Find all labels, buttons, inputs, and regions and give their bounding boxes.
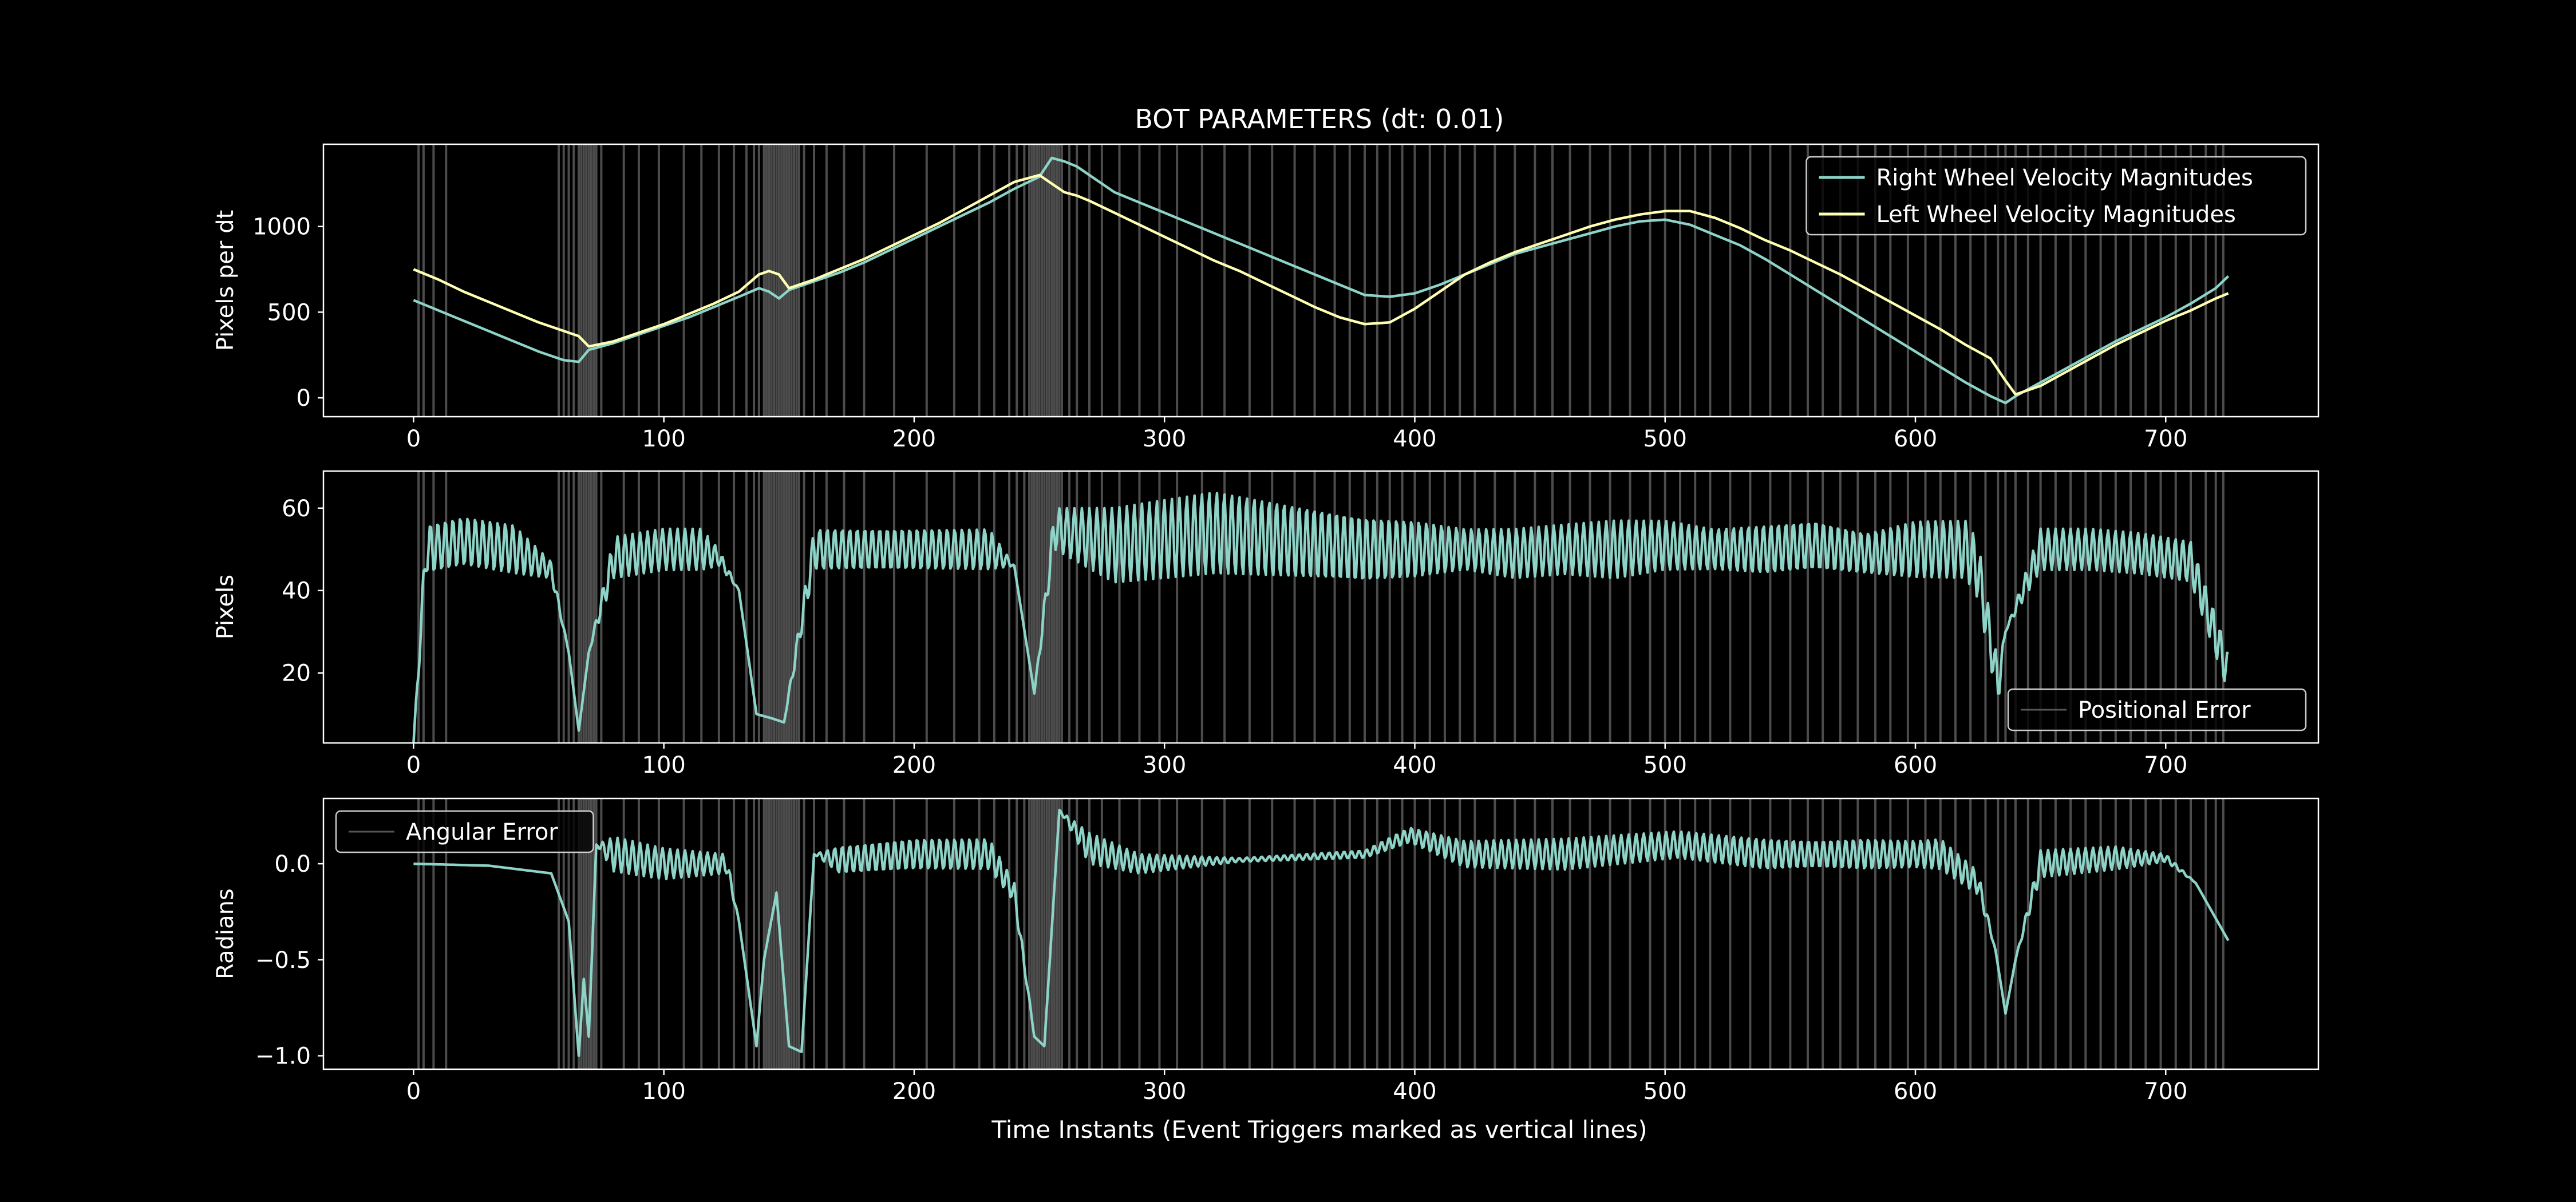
x-tick-label: 200: [892, 1078, 936, 1105]
x-tick-label: 400: [1393, 426, 1436, 452]
x-tick-label: 600: [1894, 1078, 1937, 1105]
legend-label: Positional Error: [2078, 697, 2251, 723]
y-tick-label: 1000: [252, 214, 311, 240]
legend-label: Angular Error: [406, 819, 558, 845]
x-tick-label: 300: [1143, 426, 1186, 452]
legend: Angular Error: [335, 810, 594, 853]
x-tick-label: 0: [406, 1078, 421, 1105]
series-line: [413, 156, 2230, 405]
legend: Right Wheel Velocity Magnitudes Left Whee…: [1805, 156, 2307, 236]
axes-velocity: 0 100 200 300 400 500 600 700 0 500 1000 Pixels per…: [212, 143, 2320, 452]
legend-frame: [2007, 688, 2307, 732]
x-tick-label: 400: [1393, 752, 1436, 778]
legend-label: Left Wheel Velocity Magnitudes: [1876, 201, 2236, 228]
x-tick-label: 100: [642, 1078, 686, 1105]
y-tick-label: 0.0: [274, 851, 311, 877]
axes-frame: [322, 797, 2320, 1070]
x-tick-label: 100: [642, 752, 686, 778]
x-tick-label: 300: [1143, 752, 1186, 778]
series-line: [413, 173, 2229, 396]
x-tick-label: 100: [642, 426, 686, 452]
series-lines: [413, 156, 2230, 405]
x-tick-label: 300: [1143, 1078, 1186, 1105]
x-tick-label: 700: [2144, 1078, 2187, 1105]
legend-frame: [335, 810, 594, 853]
legend-label: Right Wheel Velocity Magnitudes: [1876, 165, 2253, 191]
series-lines: [413, 808, 2230, 1057]
axes-positional-error: 0 100 200 300 400 500 600 700 20 40 60 Pixels Positi…: [212, 470, 2320, 778]
y-tick-label: 500: [267, 299, 311, 326]
series-line: [412, 492, 2230, 743]
axes-angular-error: 0 100 200 300 400 500 600 700 −1.0 −0.5 0.0 Radians…: [212, 797, 2320, 1105]
x-tick-label: 200: [892, 752, 936, 778]
x-tick-label: 400: [1393, 1078, 1436, 1105]
series-line: [413, 808, 2230, 1057]
legend-frame: [1805, 156, 2307, 236]
legend: Positional Error: [2007, 688, 2307, 732]
x-tick-label: 600: [1894, 752, 1937, 778]
y-tick-label: −0.5: [255, 947, 311, 974]
x-tick-label: 600: [1894, 426, 1937, 452]
axes-frame: [322, 143, 2320, 418]
x-tick-label: 0: [406, 752, 421, 778]
x-tick-label: 700: [2144, 426, 2187, 452]
axes-frame: [322, 470, 2320, 744]
series-lines: [412, 492, 2230, 743]
x-tick-label: 700: [2144, 752, 2187, 778]
y-tick-label: 60: [282, 496, 311, 522]
x-tick-label: 0: [406, 426, 421, 452]
y-tick-label: 20: [282, 661, 311, 687]
y-tick-label: −1.0: [255, 1043, 311, 1070]
y-tick-label: 40: [282, 578, 311, 604]
y-axis-label: Pixels per dt: [212, 210, 239, 351]
y-axis-label: Radians: [212, 888, 239, 979]
x-tick-label: 200: [892, 426, 936, 452]
y-axis-label: Pixels: [212, 575, 239, 639]
x-tick-label: 500: [1643, 426, 1687, 452]
figure-title: BOT PARAMETERS (dt: 0.01): [1135, 104, 1504, 135]
x-tick-label: 500: [1643, 1078, 1687, 1105]
figure-xlabel: Time Instants (Event Triggers marked as …: [991, 1116, 1647, 1144]
y-tick-label: 0: [297, 385, 311, 412]
x-tick-label: 500: [1643, 752, 1687, 778]
